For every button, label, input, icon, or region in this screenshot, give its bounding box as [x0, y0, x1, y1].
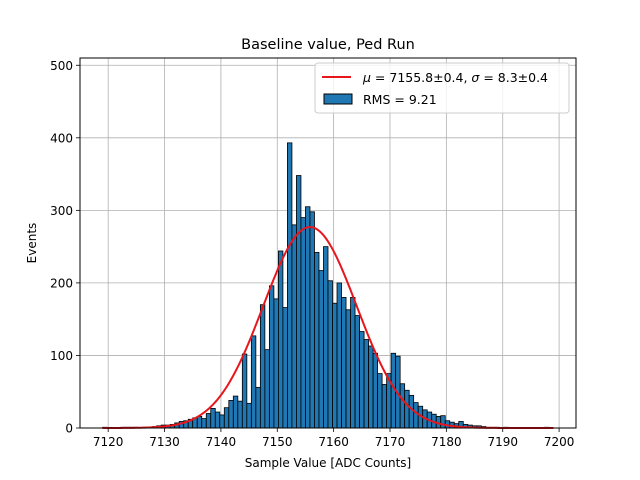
x-tick-label: 7140 [206, 435, 237, 449]
legend-fit-label: μ = 7155.8±0.4, σ = 8.3±0.4 [362, 70, 548, 85]
y-axis-label: Events [25, 223, 39, 264]
histogram-bar [241, 353, 248, 429]
y-tick-label: 100 [50, 349, 73, 363]
histogram-bar [219, 414, 225, 429]
histogram-bar [273, 298, 279, 429]
histogram-bar [246, 402, 252, 429]
histogram-bar [300, 217, 306, 429]
histogram-bar [291, 224, 297, 429]
histogram-bar [259, 304, 266, 429]
legend: μ = 7155.8±0.4, σ = 8.3±0.4 RMS = 9.21 [314, 62, 570, 114]
legend-fit-sigma-value: = 8.3±0.4 [479, 70, 548, 85]
histogram-bar [268, 285, 275, 429]
legend-fit-mu: μ [362, 70, 371, 85]
x-tick-label: 7120 [93, 435, 124, 449]
legend-hist-swatch [323, 93, 353, 105]
histogram-bar [359, 331, 365, 429]
x-axis-label: Sample Value [ADC Counts] [245, 456, 411, 470]
histogram-bar [368, 345, 374, 429]
histogram-bar [354, 315, 360, 429]
histogram-bar [309, 211, 315, 429]
histogram-bar [440, 415, 446, 429]
histogram-bar [381, 384, 388, 429]
histogram-bar [363, 339, 369, 429]
histogram-bar [336, 282, 342, 429]
legend-fit-sigma: σ [471, 70, 480, 85]
chart-title: Baseline value, Ped Run [241, 37, 415, 53]
histogram-bar [210, 408, 216, 429]
legend-hist-label: RMS = 9.21 [363, 92, 437, 107]
x-tick-label: 7160 [318, 435, 349, 449]
x-tick-label: 7190 [487, 435, 518, 449]
histogram-bar [282, 307, 288, 429]
histogram-bar [408, 394, 415, 429]
histogram-bar [341, 297, 347, 429]
x-axis-ticks: 7120 7130 7140 7150 7160 7170 7180 7190 7200 [93, 428, 574, 449]
x-tick-label: 7200 [544, 435, 575, 449]
histogram-bar [296, 175, 302, 429]
y-tick-label: 0 [65, 422, 73, 436]
histogram-bar [287, 142, 293, 429]
y-axis-ticks: 0 100 200 300 400 500 [50, 59, 80, 436]
histogram-bar [264, 349, 270, 429]
histogram-bar [314, 252, 320, 429]
x-tick-label: 7170 [375, 435, 406, 449]
histogram-bar [255, 386, 261, 429]
legend-box [314, 62, 570, 114]
y-tick-label: 500 [50, 59, 73, 73]
histogram-bar [228, 400, 234, 429]
histogram-bar [318, 270, 324, 429]
histogram-bar [305, 206, 311, 429]
histogram-bar [323, 246, 329, 429]
x-tick-label: 7180 [431, 435, 462, 449]
histogram-bar [399, 383, 406, 429]
histogram-bar [205, 413, 212, 429]
histogram-bar [327, 280, 333, 429]
histogram-bar [413, 402, 419, 429]
histogram-bar [332, 302, 338, 429]
histogram-bar [237, 400, 243, 429]
histogram-bar [277, 250, 284, 429]
histogram-bar [196, 415, 203, 429]
axes-frame [79, 57, 577, 429]
y-tick-label: 300 [50, 204, 73, 218]
x-tick-label: 7150 [262, 435, 293, 449]
histogram-bar [377, 373, 383, 429]
histogram-bar [201, 418, 207, 429]
histogram-bar [404, 389, 410, 429]
histogram-bar [232, 395, 239, 429]
histogram-bar [214, 411, 221, 429]
histogram-bar [372, 352, 379, 429]
histogram-bar [350, 297, 356, 429]
y-tick-label: 200 [50, 276, 73, 290]
y-tick-label: 400 [50, 131, 73, 145]
legend-fit-mu-value: = 7155.8±0.4, [371, 70, 471, 85]
x-tick-label: 7130 [149, 435, 180, 449]
histogram-bar [345, 309, 351, 429]
histogram-bar [250, 335, 257, 429]
histogram-bar [223, 407, 230, 429]
